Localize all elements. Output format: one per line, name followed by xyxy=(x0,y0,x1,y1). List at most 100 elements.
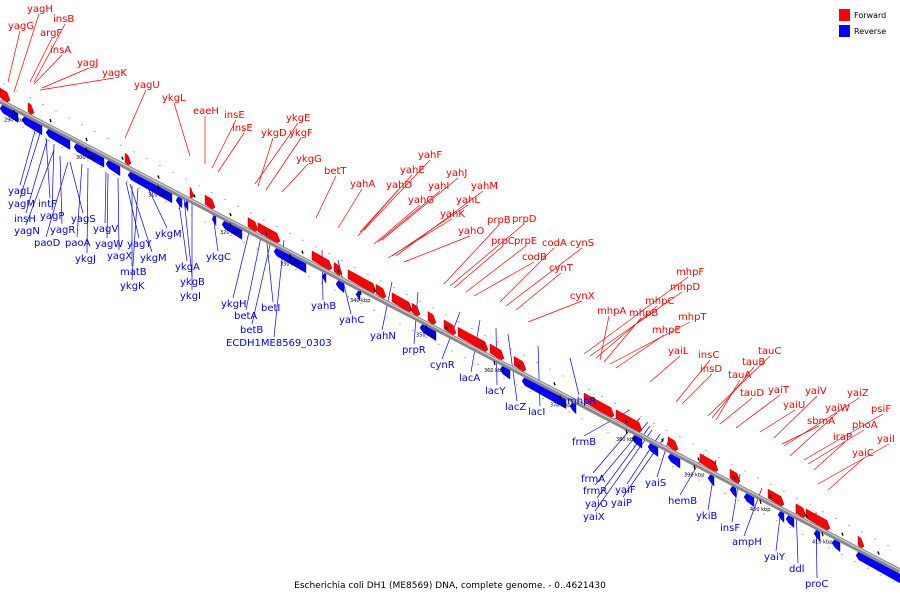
track-dot xyxy=(503,377,505,379)
forward-gene-label: yahK xyxy=(440,209,465,220)
forward-gene-label: yaiZ xyxy=(847,388,869,399)
reverse-gene-label: ampH xyxy=(732,537,762,548)
leader-lines xyxy=(7,13,890,579)
track-dot xyxy=(373,309,375,311)
reverse-gene-label: yagV xyxy=(93,224,118,235)
reverse-gene-label: ykgJ xyxy=(75,254,96,265)
minor-tick xyxy=(733,476,736,480)
forward-gene-label-leader xyxy=(377,190,441,243)
track-dot xyxy=(419,300,421,302)
forward-gene-label-leader xyxy=(609,321,691,365)
track-dot xyxy=(607,431,609,434)
track-dot xyxy=(406,293,408,296)
forward-gene-label-leader xyxy=(599,315,610,361)
track-dot xyxy=(29,97,31,99)
track-dot xyxy=(42,103,44,106)
forward-gene-label: yagH xyxy=(27,4,53,15)
reverse-gene-label: insH xyxy=(14,214,36,225)
reverse-gene-label-leader xyxy=(86,167,89,254)
track-dot xyxy=(776,520,778,522)
reverse-gene-label: yaiP xyxy=(611,498,632,509)
reverse-gene-label: lacZ xyxy=(505,402,526,413)
forward-gene-label-leader xyxy=(649,355,681,383)
track-dot xyxy=(276,226,278,228)
kbp-tick xyxy=(759,499,762,505)
legend: Forward Reverse xyxy=(839,9,886,37)
minor-tick xyxy=(841,532,844,536)
kbp-tick-label: 340 kbp xyxy=(350,298,370,304)
forward-gene-label: cynT xyxy=(549,263,574,274)
forward-gene-label: insC xyxy=(698,350,719,361)
reverse-gene-label-leader xyxy=(104,171,107,224)
reverse-gene-label: yagS xyxy=(71,214,96,225)
track-dot xyxy=(100,167,102,169)
reverse-gene-label: betB xyxy=(240,325,263,336)
minor-tick xyxy=(481,344,484,348)
track-dot xyxy=(659,459,661,461)
track-dot xyxy=(867,567,869,569)
legend-swatch-reverse xyxy=(839,25,850,37)
track-dot xyxy=(159,165,161,167)
minor-tick xyxy=(121,156,124,160)
reverse-gene-label-leader xyxy=(177,195,188,262)
reverse-gene-label-leader xyxy=(129,183,153,253)
legend-label-forward: Forward xyxy=(854,11,886,20)
minor-tick xyxy=(301,250,304,254)
track-dot xyxy=(16,90,18,92)
forward-gene-label: prpD xyxy=(512,214,537,225)
reverse-gene-label: yaiX xyxy=(583,512,605,523)
forward-gene-block xyxy=(805,508,831,531)
forward-gene-label-leader xyxy=(515,272,562,311)
forward-gene-block xyxy=(257,222,281,244)
forward-gene-block xyxy=(311,250,333,271)
minor-tick xyxy=(589,400,592,405)
forward-gene-label: codA xyxy=(542,238,567,249)
minor-tick xyxy=(373,288,376,292)
kbp-tick xyxy=(493,360,496,366)
forward-gene-label: insA xyxy=(50,45,71,56)
kbp-tick xyxy=(359,290,362,296)
minor-tick xyxy=(409,306,412,311)
track-dot xyxy=(263,219,265,221)
kbp-tick xyxy=(625,429,628,435)
forward-gene-label-leader xyxy=(715,379,741,421)
kbp-tick xyxy=(559,395,562,400)
minor-tick xyxy=(157,175,160,179)
reverse-gene-label-leader xyxy=(106,173,109,239)
kbp-tick xyxy=(289,254,292,259)
reverse-gene-label-leader xyxy=(76,163,83,238)
track-dot xyxy=(250,212,252,214)
track-dot xyxy=(237,205,239,207)
forward-gene-label: yahO xyxy=(458,226,484,237)
forward-gene-label-leader xyxy=(387,218,453,259)
reverse-gene-label: yaiF xyxy=(615,485,636,496)
forward-gene-label: mhpD xyxy=(670,282,700,293)
forward-gene-label-leader xyxy=(173,102,191,157)
track-dot xyxy=(562,375,564,377)
forward-gene-label: insD xyxy=(700,364,722,375)
forward-gene-label: argF xyxy=(40,28,62,39)
forward-gene-label: yahL xyxy=(456,195,480,206)
forward-gene-label: iraP xyxy=(833,432,852,443)
reverse-gene-label-leader xyxy=(45,161,69,238)
minor-tick xyxy=(697,457,700,461)
chromosome-line xyxy=(0,98,900,574)
reverse-gene-label-leader xyxy=(245,231,263,311)
reverse-gene-label: yahN xyxy=(370,331,396,342)
forward-gene-label: mhpC xyxy=(645,296,674,307)
reverse-gene-label-leader xyxy=(211,207,219,252)
track-dot xyxy=(737,499,739,501)
forward-gene-block xyxy=(411,302,421,317)
forward-gene-label: prpE xyxy=(514,236,537,247)
kbp-tick xyxy=(821,532,824,537)
track-dot xyxy=(321,282,323,284)
kbp-tick-label: 390 kbp xyxy=(684,472,704,478)
minor-tick xyxy=(85,137,88,142)
forward-gene-label: mhpT xyxy=(678,312,707,323)
reverse-gene-label-leader xyxy=(232,227,251,299)
reverse-gene-label: paoD xyxy=(34,238,61,249)
forward-gene-block xyxy=(667,436,679,452)
forward-gene-label: cynX xyxy=(570,291,595,302)
forward-gene-label-leader xyxy=(583,276,689,355)
